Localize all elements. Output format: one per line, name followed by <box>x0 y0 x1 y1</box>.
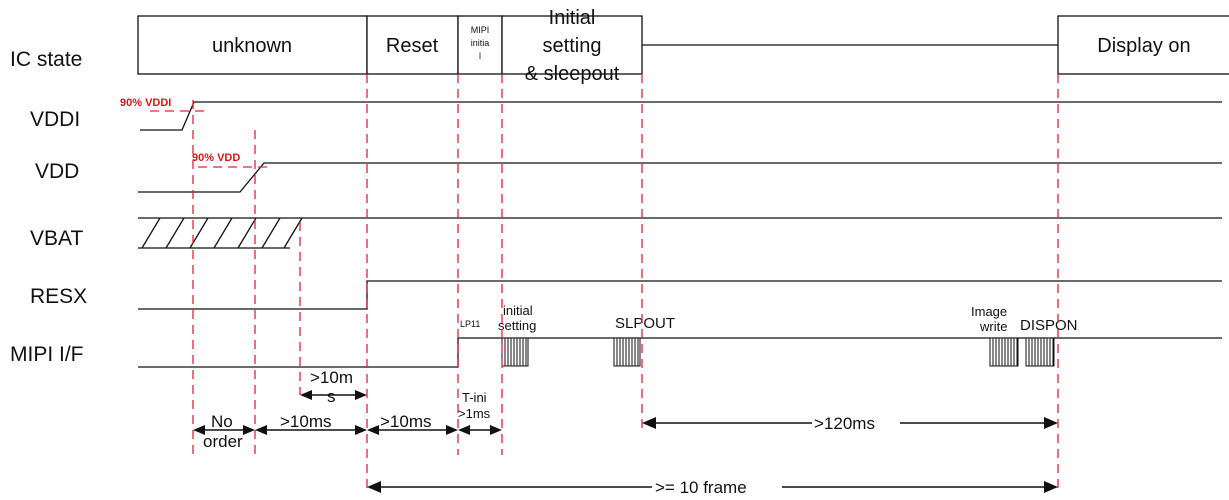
mipi-waveform: LP11 initial setting SLPOUT Image write … <box>138 303 1222 368</box>
timing-10ms-b: >10ms <box>380 412 432 431</box>
state-box-unknown <box>137 15 368 75</box>
signal-label-resx: RESX <box>30 285 87 308</box>
event-lp11: LP11 <box>460 319 480 329</box>
state-initial-line3: & sleepout <box>525 63 620 85</box>
state-unknown: unknown <box>212 35 292 57</box>
vddi-threshold-label: 90% VDDI <box>120 97 171 109</box>
timing-arrows: >10m s No order >10ms >10ms T-ini >1ms >… <box>193 368 1058 497</box>
state-display-on: Display on <box>1097 35 1190 57</box>
state-initial-line1: Initial <box>549 7 596 29</box>
timing-10ms-a: >10ms <box>280 412 332 431</box>
vddi-waveform: 90% VDDI <box>120 97 1222 131</box>
reference-dashed-lines <box>192 74 1059 492</box>
vdd-threshold-label: 90% VDD <box>192 152 240 164</box>
event-slpout: SLPOUT <box>615 315 675 332</box>
slpout-burst <box>613 337 641 367</box>
timing-no-order-line1: No <box>211 412 233 431</box>
timing-10m-line1: >10m <box>310 368 353 387</box>
state-mipi-initial-line2: initia <box>471 38 490 48</box>
event-initial-line2: setting <box>498 318 536 333</box>
state-box-reset <box>366 15 459 75</box>
vddi-trace <box>140 101 1222 131</box>
timing-120ms: >120ms <box>814 414 875 433</box>
signal-label-mipi: MIPI I/F <box>10 343 84 366</box>
state-box-display-on <box>1057 15 1229 75</box>
signal-label-vddi: VDDI <box>30 108 80 131</box>
dispon-burst <box>1025 337 1055 367</box>
state-box-mipi-initial <box>457 15 503 75</box>
vdd-waveform: 90% VDD <box>138 152 1222 193</box>
timing-tini-line2: >1ms <box>458 406 491 421</box>
state-box-initial-setting <box>501 15 643 75</box>
timing-tini-line1: T-ini <box>462 390 487 405</box>
signal-label-vdd: VDD <box>35 160 79 183</box>
event-image-line2: write <box>979 319 1007 334</box>
state-reset: Reset <box>386 35 439 57</box>
image-write-burst <box>989 337 1019 367</box>
vdd-trace <box>138 162 1222 193</box>
resx-trace <box>138 280 1222 310</box>
event-initial-line1: initial <box>503 303 533 318</box>
initial-setting-burst <box>501 337 529 367</box>
timing-10-frame: >= 10 frame <box>655 478 747 497</box>
timing-no-order-line2: order <box>203 432 243 451</box>
timing-10m-line2: s <box>327 387 336 406</box>
vbat-hatching <box>141 217 303 249</box>
state-mipi-initial-line1: MIPI <box>471 25 490 35</box>
state-initial-line2: setting <box>543 35 602 57</box>
signal-label-vbat: VBAT <box>30 227 83 250</box>
event-image-line1: Image <box>971 304 1007 319</box>
event-dispon: DISPON <box>1020 317 1078 334</box>
state-mipi-initial-line3: l <box>479 51 481 61</box>
signal-label-ic-state: IC state <box>10 48 82 71</box>
ic-state-row: unknown Reset MIPI initia l Initial sett… <box>137 7 1229 85</box>
vbat-waveform <box>138 217 1222 249</box>
